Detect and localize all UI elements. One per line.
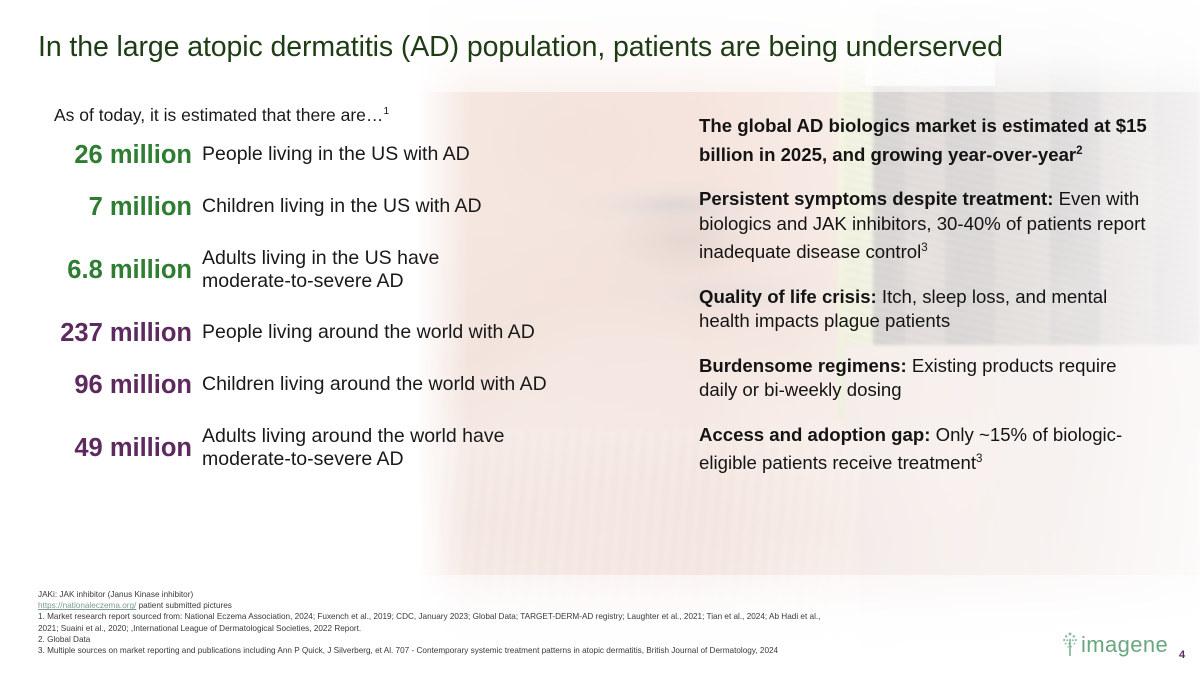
company-logo: imagene xyxy=(1060,630,1168,656)
stat-row: 96 million Children living around the wo… xyxy=(26,363,666,407)
stat-number: 237 million xyxy=(60,319,192,347)
callout-lead: Burdensome regimens: xyxy=(699,354,907,376)
callout-market-size: The global AD biologics market is estima… xyxy=(699,113,1151,167)
callout-footnote-marker: 3 xyxy=(976,453,983,466)
callout-body: Itch, sleep loss, and mental health impa… xyxy=(699,285,1108,332)
stat-number: 6.8 million xyxy=(67,256,192,284)
stat-number: 7 million xyxy=(88,193,192,221)
callout-lead: The global AD biologics market is estima… xyxy=(699,115,1147,165)
callout-body: Existing products require daily or bi-we… xyxy=(699,354,1117,401)
stat-description: People living around the world with AD xyxy=(202,321,535,344)
callout-footnote-marker: 2 xyxy=(1076,144,1083,157)
footnote-reference-2: 2. Global Data xyxy=(38,634,91,644)
callout-lead: Quality of life crisis: xyxy=(699,285,877,307)
callout-burdensome-regimens: Burdensome regimens: Existing products r… xyxy=(699,354,1151,403)
slide-title: In the large atopic dermatitis (AD) popu… xyxy=(38,31,1003,63)
logo-wordmark: imagene xyxy=(1081,632,1169,657)
stat-description: People living in the US with AD xyxy=(202,143,470,166)
stat-number: 96 million xyxy=(74,371,192,399)
footnote-source-link-line: https://nationaleczema.org/ patient subm… xyxy=(38,600,1078,611)
footnote-reference-3: 3. Multiple sources on market reporting … xyxy=(38,646,779,656)
stat-number: 49 million xyxy=(74,434,192,462)
footnotes: JAKi: JAK inhibitor (Janus Kinase inhibi… xyxy=(38,589,1078,656)
footnote-reference-1-line-1: 1. Market research report sourced from: … xyxy=(38,612,821,622)
callout-lead: Persistent symptoms despite treatment: xyxy=(699,188,1054,210)
callout-lead: Access and adoption gap: xyxy=(699,423,931,445)
stat-description: Adults living in the US have moderate-to… xyxy=(202,246,440,293)
stat-row: 6.8 million Adults living in the US have… xyxy=(26,237,666,303)
stat-row: 26 million People living in the US with … xyxy=(26,133,666,177)
intro-line: As of today, it is estimated that there … xyxy=(54,105,389,126)
intro-footnote-marker: 1 xyxy=(383,105,390,118)
statistics-list: 26 million People living in the US with … xyxy=(26,133,666,489)
stat-row: 7 million Children living in the US with… xyxy=(26,185,666,229)
callout-persistent-symptoms: Persistent symptoms despite treatment: E… xyxy=(699,187,1151,265)
nationaleczema-link[interactable]: https://nationaleczema.org/ xyxy=(38,601,137,611)
page-number: 4 xyxy=(1179,649,1186,661)
footnote-abbreviation: JAKi: JAK inhibitor (Janus Kinase inhibi… xyxy=(38,590,194,599)
stat-description: Children living in the US with AD xyxy=(202,195,482,218)
intro-text: As of today, it is estimated that there … xyxy=(54,105,384,125)
callouts-list: The global AD biologics market is estima… xyxy=(699,113,1151,496)
background-overlay-bottom xyxy=(0,575,1200,675)
tree-leaf-icon xyxy=(1060,630,1080,656)
callout-body: Even with biologics and JAK inhibitors, … xyxy=(699,188,1146,263)
stat-description: Children living around the world with AD xyxy=(202,373,547,396)
stat-row: 49 million Adults living around the worl… xyxy=(26,415,666,481)
footnote-link-suffix: patient submitted pictures xyxy=(136,601,232,611)
callout-footnote-marker: 3 xyxy=(921,242,928,255)
stat-description: Adults living around the world have mode… xyxy=(202,424,505,471)
callout-body: Only ~15% of biologic-eligible patients … xyxy=(699,423,1123,474)
callout-quality-of-life: Quality of life crisis: Itch, sleep loss… xyxy=(699,285,1151,334)
callout-access-gap: Access and adoption gap: Only ~15% of bi… xyxy=(699,423,1151,476)
stat-row: 237 million People living around the wor… xyxy=(26,311,666,355)
stat-number: 26 million xyxy=(74,141,192,169)
background-overlay-top xyxy=(0,0,1200,92)
footnote-reference-1-line-2: 2021; Suaini et al., 2020; ,Internationa… xyxy=(38,623,362,633)
